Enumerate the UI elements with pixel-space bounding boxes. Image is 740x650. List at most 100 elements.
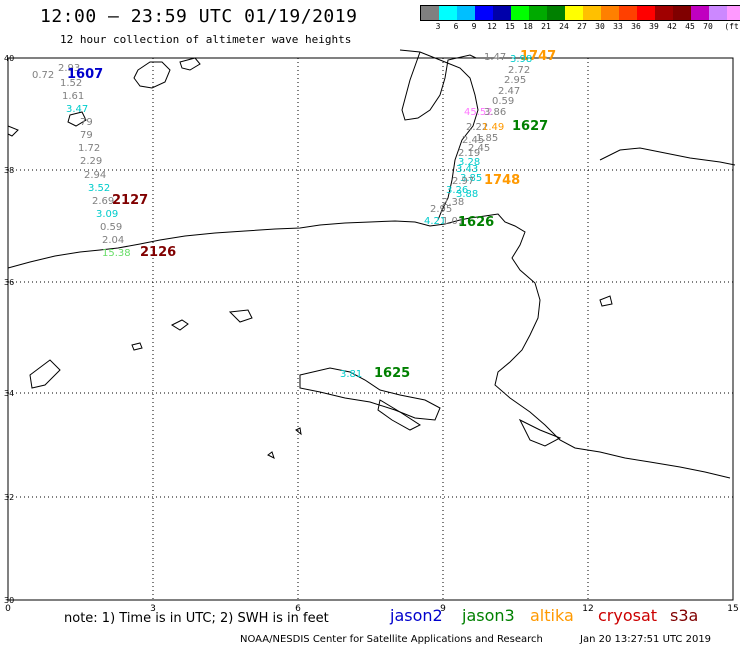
coastline-north-africa — [7, 213, 731, 479]
wave-height-value: 2.47 — [498, 86, 520, 97]
scale-swatch — [421, 6, 439, 20]
scale-tick-label: 18 — [523, 22, 533, 31]
scale-tick-label: 33 — [613, 22, 623, 31]
legend-jason2: jason2 — [390, 606, 443, 625]
island-crete — [377, 399, 422, 431]
pass-time-label: 1748 — [484, 173, 520, 188]
legend-s3a: s3a — [670, 606, 699, 625]
wave-height-value: 2.45 — [468, 143, 490, 154]
wave-height-value: 3.85 — [460, 173, 482, 184]
wave-height-value: 2.93 — [58, 63, 80, 74]
island-small-5 — [267, 451, 275, 459]
island-small-1 — [170, 319, 189, 331]
y-tick-label: 40 — [4, 54, 14, 63]
map-grid — [7, 57, 734, 601]
pass-time-label: 1607 — [67, 67, 103, 82]
x-tick-label: 3 — [150, 604, 156, 614]
wave-height-value: 3.98 — [510, 54, 532, 65]
wave-height-value: 79 — [80, 117, 93, 128]
scale-tick-label: 21 — [541, 22, 551, 31]
wave-height-value: 1.61 — [62, 91, 84, 102]
scale-tick-label: 70 — [703, 22, 713, 31]
pass-time-label: 1625 — [374, 366, 410, 381]
scale-swatch — [601, 6, 619, 20]
scale-swatch — [529, 6, 547, 20]
scale-swatch — [547, 6, 565, 20]
wave-height-value: 3.52 — [88, 183, 110, 194]
wave-height-value: 1.49 — [482, 122, 504, 133]
scale-tick-label: 27 — [577, 22, 587, 31]
island-mallorca — [133, 61, 171, 89]
x-tick-label: 12 — [582, 604, 593, 614]
footer-note: note: 1) Time is in UTC; 2) SWH is in fe… — [64, 611, 329, 626]
credit-line: NOAA/NESDIS Center for Satellite Applica… — [240, 634, 543, 645]
wave-height-value: 2.04 — [102, 235, 124, 246]
wave-height-value: 3.86 — [484, 107, 506, 118]
wave-height-value: 0.72 — [32, 70, 54, 81]
x-tick-label: 6 — [295, 604, 301, 614]
wave-height-value: 3.09 — [96, 209, 118, 220]
wave-height-value: 2.38 — [442, 197, 464, 208]
pass-time-label: 1627 — [512, 119, 548, 134]
scale-tick-label: 6 — [453, 22, 459, 31]
wave-height-value: 2.95 — [504, 75, 526, 86]
scale-tick-label: 12 — [487, 22, 497, 31]
map-subtitle: 12 hour collection of altimeter wave hei… — [60, 33, 352, 46]
scale-swatch — [457, 6, 475, 20]
wave-height-value: 2.19 — [458, 148, 480, 159]
island-menorca — [179, 57, 201, 71]
coastline-northern-coast — [399, 49, 479, 221]
legend-jason3: jason3 — [462, 606, 515, 625]
coastline — [7, 49, 736, 479]
color-scale-swatches — [420, 5, 740, 21]
island-peloponnese — [29, 359, 61, 389]
wave-height-value: 2.22 — [466, 122, 488, 133]
wave-height-value: 79 — [80, 130, 93, 141]
scale-tick-label: 30 — [595, 22, 605, 31]
y-tick-label: 30 — [4, 596, 14, 605]
scale-tick-label: 3 — [435, 22, 441, 31]
scale-swatch — [619, 6, 637, 20]
wave-height-value: 1.01 — [442, 216, 464, 227]
coastline-aegean — [518, 418, 562, 447]
wave-height-value: 45.52 — [464, 107, 493, 118]
y-tick-label: 38 — [4, 166, 14, 175]
wave-height-value: 3.47 — [66, 104, 88, 115]
scale-swatch — [655, 6, 673, 20]
map-frame — [7, 57, 734, 601]
map-title: 12:00 – 23:59 UTC 01/19/2019 — [40, 6, 358, 27]
coastline-east — [599, 147, 736, 166]
scale-tick-label: 24 — [559, 22, 569, 31]
wave-height-value: 3.88 — [456, 189, 478, 200]
timestamp: Jan 20 13:27:51 UTC 2019 — [580, 634, 712, 645]
x-tick-label: 0 — [5, 604, 11, 614]
scale-swatch — [475, 6, 493, 20]
island-sicily — [299, 367, 441, 421]
scale-swatch — [691, 6, 709, 20]
wave-height-value: 3.26 — [446, 185, 468, 196]
wave-height-value: 4.21 — [424, 216, 446, 227]
wave-height-value: 2.29 — [80, 156, 102, 167]
scale-swatch — [727, 6, 740, 20]
wave-height-value: 2.97 — [452, 176, 474, 187]
scale-tick-label: 15 — [505, 22, 515, 31]
wave-height-value: 1.47 — [484, 52, 506, 63]
wave-height-value: 3.43 — [456, 164, 478, 175]
x-tick-label: 15 — [727, 604, 738, 614]
pass-time-label: 2126 — [140, 245, 176, 260]
wave-height-value: 1.85 — [476, 133, 498, 144]
wave-height-value: 3.28 — [458, 157, 480, 168]
pass-time-label: 1747 — [520, 49, 556, 64]
wave-height-value: 1.52 — [60, 78, 82, 89]
scale-tick-label: 39 — [649, 22, 659, 31]
scale-swatch — [709, 6, 727, 20]
y-tick-label: 34 — [4, 389, 14, 398]
wave-height-value: 0.59 — [492, 96, 514, 107]
legend-altika: altika — [530, 606, 574, 625]
scale-swatch — [673, 6, 691, 20]
scale-tick-label: 45 — [685, 22, 695, 31]
scale-tick-label: 36 — [631, 22, 641, 31]
